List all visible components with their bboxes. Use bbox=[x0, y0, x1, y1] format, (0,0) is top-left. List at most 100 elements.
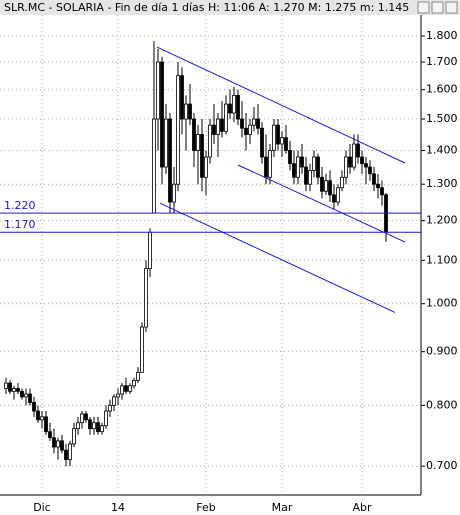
candle-body bbox=[144, 268, 148, 328]
candle-body bbox=[224, 103, 228, 132]
y-tick-label: 1.800 bbox=[426, 29, 458, 42]
candle-body bbox=[128, 385, 132, 392]
maximize-button[interactable] bbox=[431, 1, 444, 14]
candle-body bbox=[260, 127, 264, 158]
candle-body bbox=[368, 166, 372, 175]
candle-body bbox=[168, 118, 172, 203]
level-label: 1.170 bbox=[4, 218, 36, 231]
candle-body bbox=[120, 385, 124, 395]
candle-body bbox=[160, 61, 164, 168]
y-tick-label: 0.700 bbox=[426, 459, 458, 472]
candle-body bbox=[112, 396, 116, 406]
candle-body bbox=[208, 124, 212, 158]
candle-body bbox=[152, 118, 156, 214]
candle-body bbox=[232, 94, 236, 114]
x-tick-label: 14 bbox=[111, 501, 125, 514]
candle-body bbox=[236, 94, 240, 120]
y-tick-label: 1.400 bbox=[426, 143, 458, 156]
candle-body bbox=[336, 187, 340, 203]
candle-body bbox=[348, 156, 352, 168]
candle-body bbox=[68, 443, 72, 461]
candle-body bbox=[24, 393, 28, 398]
candle-body bbox=[252, 118, 256, 126]
candle-body bbox=[300, 156, 304, 168]
candle-body bbox=[28, 393, 32, 403]
candle-body bbox=[356, 143, 360, 158]
candle-body bbox=[176, 75, 180, 185]
candle-body bbox=[32, 402, 36, 412]
y-tick-label: 1.700 bbox=[426, 55, 458, 68]
candle-body bbox=[228, 103, 232, 114]
candle-body bbox=[132, 379, 136, 387]
candle-body bbox=[216, 118, 220, 135]
candle-body bbox=[360, 156, 364, 165]
candle-body bbox=[340, 176, 344, 189]
chart-title: SLR.MC - SOLARIA - Fin de día 1 días H: … bbox=[4, 1, 452, 14]
candle-body bbox=[180, 75, 184, 120]
x-tick-label: Abr bbox=[352, 501, 372, 514]
candle-body bbox=[196, 134, 200, 151]
candle-body bbox=[80, 413, 84, 424]
candle-body bbox=[284, 137, 288, 151]
candle-body bbox=[140, 326, 144, 373]
y-tick-label: 1.500 bbox=[426, 112, 458, 125]
candle-body bbox=[380, 187, 384, 196]
candle-body bbox=[8, 382, 12, 392]
candle-body bbox=[296, 156, 300, 178]
candle-body bbox=[256, 118, 260, 129]
candle-body bbox=[72, 428, 76, 445]
candle-body bbox=[312, 156, 316, 171]
trend-line bbox=[237, 164, 406, 243]
candle-body bbox=[48, 431, 52, 439]
y-tick-label: 1.000 bbox=[426, 297, 458, 310]
candle-body bbox=[308, 170, 312, 185]
candle-body bbox=[320, 176, 324, 192]
candle-body bbox=[212, 124, 216, 135]
candle-body bbox=[36, 410, 40, 421]
candle-body bbox=[156, 61, 160, 120]
close-button[interactable] bbox=[445, 1, 458, 14]
y-tick-label: 1.600 bbox=[426, 83, 458, 96]
title-bar bbox=[0, 0, 460, 15]
candle-body bbox=[148, 231, 152, 270]
candle-body bbox=[64, 449, 68, 461]
candle-body bbox=[324, 180, 328, 192]
candle-body bbox=[188, 103, 192, 120]
candle-body bbox=[364, 163, 368, 168]
candle-body bbox=[96, 422, 100, 433]
candle-body bbox=[12, 388, 16, 392]
candle-body bbox=[220, 118, 224, 132]
y-tick-label: 0.900 bbox=[426, 345, 458, 358]
candle-body bbox=[164, 118, 168, 168]
candle-body bbox=[272, 124, 276, 151]
candle-body bbox=[16, 388, 20, 392]
candle-body bbox=[344, 156, 348, 178]
candle-body bbox=[44, 416, 48, 433]
candle-body bbox=[92, 422, 96, 430]
candle-body bbox=[240, 118, 244, 129]
candle-body bbox=[376, 183, 380, 189]
candle-body bbox=[248, 124, 252, 135]
candle-body bbox=[88, 419, 92, 430]
candle-body bbox=[288, 150, 292, 165]
candle-body bbox=[108, 404, 112, 412]
candle-body bbox=[328, 180, 332, 196]
candle-body bbox=[4, 382, 8, 389]
x-tick-label: Feb bbox=[196, 501, 215, 514]
y-tick-label: 0.800 bbox=[426, 398, 458, 411]
candle-body bbox=[372, 173, 376, 185]
minimize-button[interactable] bbox=[417, 1, 430, 14]
candle-body bbox=[332, 194, 336, 203]
candle-body bbox=[280, 137, 284, 145]
trend-line bbox=[156, 46, 406, 164]
candle-body bbox=[316, 156, 320, 178]
trend-line bbox=[159, 202, 396, 313]
candle-body bbox=[56, 440, 60, 448]
candle-body bbox=[292, 163, 296, 178]
candle-body bbox=[172, 183, 176, 203]
y-tick-label: 1.200 bbox=[426, 214, 458, 227]
candle-body bbox=[20, 390, 24, 398]
candle-body bbox=[104, 410, 108, 427]
candle-body bbox=[100, 425, 104, 433]
